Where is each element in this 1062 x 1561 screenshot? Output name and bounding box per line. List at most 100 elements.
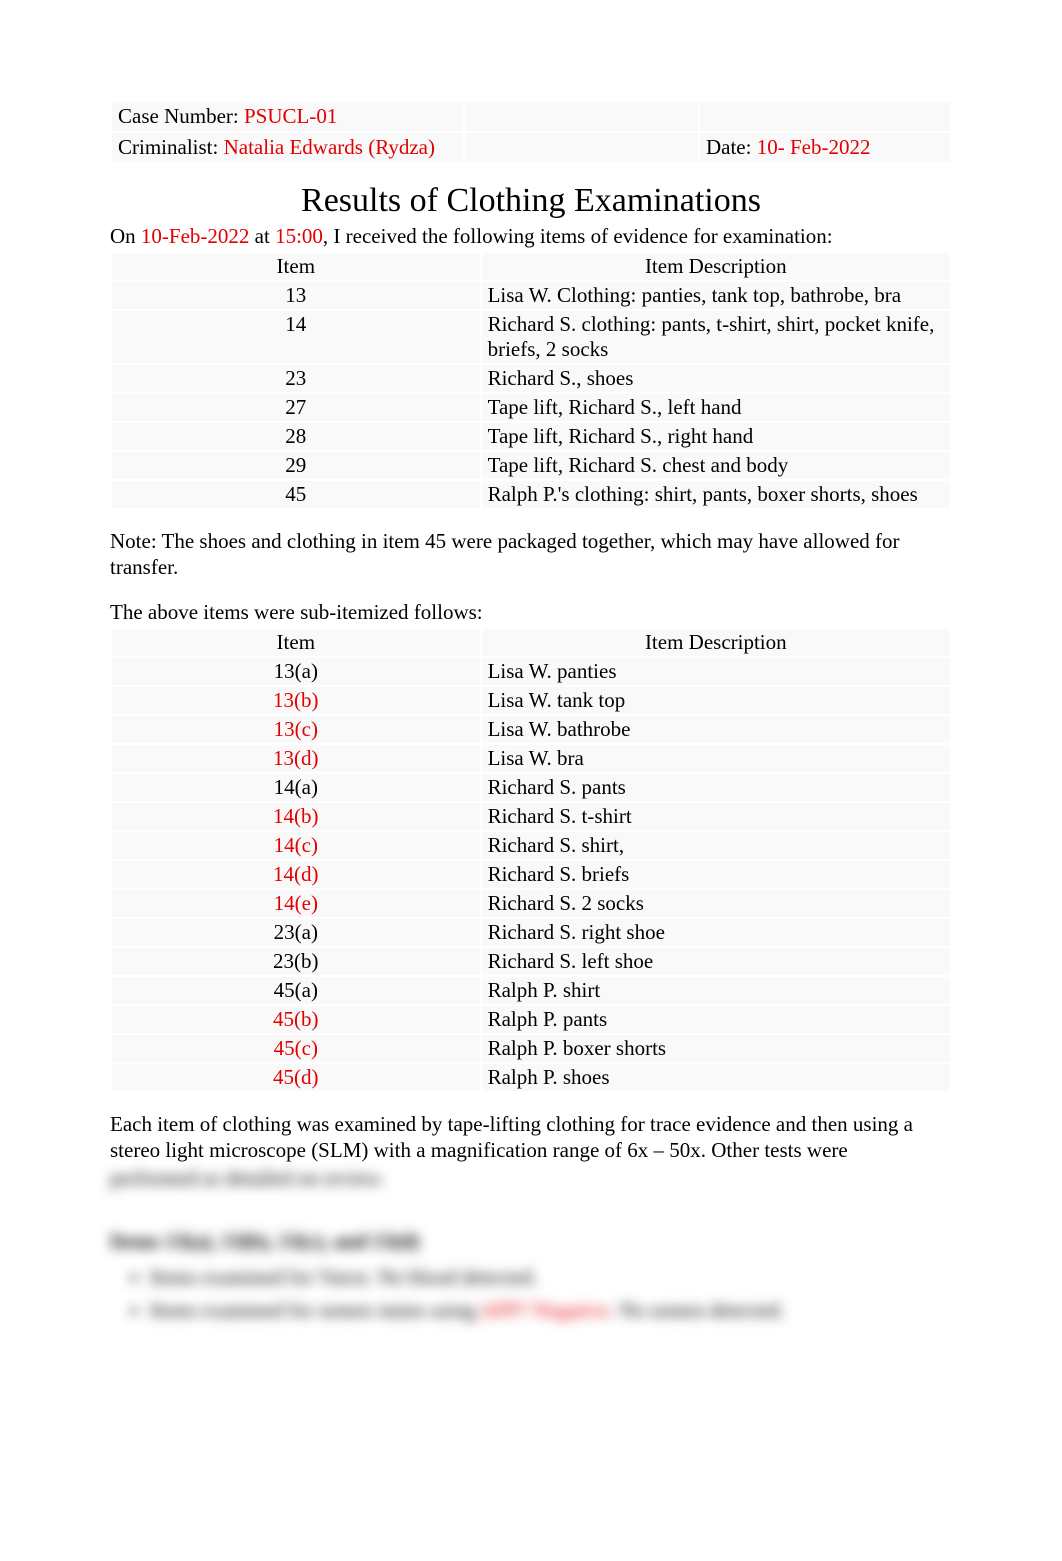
case-number-label: Case Number: bbox=[118, 104, 244, 128]
item-cell: 13 bbox=[111, 281, 481, 310]
desc-cell: Richard S., shoes bbox=[481, 364, 951, 393]
desc-cell: Ralph P.'s clothing: shirt, pants, boxer… bbox=[481, 480, 951, 509]
items-col-desc: Item Description bbox=[481, 252, 951, 281]
header-empty-cell-2 bbox=[699, 101, 951, 132]
desc-cell: Tape lift, Richard S. chest and body bbox=[481, 451, 951, 480]
table-row: 23(b)Richard S. left shoe bbox=[111, 947, 951, 976]
item-cell: 23(b) bbox=[111, 947, 481, 976]
table-row: 27Tape lift, Richard S., left hand bbox=[111, 393, 951, 422]
desc-cell: Richard S. pants bbox=[481, 773, 951, 802]
header-table: Case Number: PSUCL-01 Criminalist: Natal… bbox=[110, 100, 952, 164]
intro-time: 15:00 bbox=[275, 224, 323, 248]
header-empty-cell bbox=[464, 101, 699, 132]
intro-prefix: On bbox=[110, 224, 141, 248]
intro-line: On 10-Feb-2022 at 15:00, I received the … bbox=[110, 224, 952, 249]
desc-cell: Lisa W. panties bbox=[481, 657, 951, 686]
item-cell: 23(a) bbox=[111, 918, 481, 947]
table-row: 13(d)Lisa W. bra bbox=[111, 744, 951, 773]
item-cell: 14(e) bbox=[111, 889, 481, 918]
desc-cell: Ralph P. shoes bbox=[481, 1063, 951, 1092]
blurred-bullet-1: Items examined for %text. No blood detec… bbox=[150, 1262, 952, 1294]
table-row: 45(a)Ralph P. shirt bbox=[111, 976, 951, 1005]
table-row: 13(a)Lisa W. panties bbox=[111, 657, 951, 686]
blurred-preview: performed as detailed on review. Items 1… bbox=[110, 1163, 952, 1327]
item-cell: 14(d) bbox=[111, 860, 481, 889]
item-cell: 45 bbox=[111, 480, 481, 509]
desc-cell: Tape lift, Richard S., left hand bbox=[481, 393, 951, 422]
item-cell: 45(d) bbox=[111, 1063, 481, 1092]
note-paragraph: Note: The shoes and clothing in item 45 … bbox=[110, 528, 952, 581]
table-row: 14Richard S. clothing: pants, t-shirt, s… bbox=[111, 310, 951, 364]
blurred-line1: performed as detailed on review. bbox=[110, 1163, 952, 1195]
page-title: Results of Clothing Examinations bbox=[110, 182, 952, 220]
item-cell: 27 bbox=[111, 393, 481, 422]
date-value: 10- Feb-2022 bbox=[757, 135, 871, 159]
intro-date: 10-Feb-2022 bbox=[141, 224, 250, 248]
desc-cell: Lisa W. tank top bbox=[481, 686, 951, 715]
table-row: 13Lisa W. Clothing: panties, tank top, b… bbox=[111, 281, 951, 310]
item-cell: 13(b) bbox=[111, 686, 481, 715]
document-page: Case Number: PSUCL-01 Criminalist: Natal… bbox=[0, 0, 1062, 1369]
blurred-heading: Items 13(a), 13(b), 13(c), and 13(d) bbox=[110, 1226, 952, 1258]
subitems-col-item: Item bbox=[111, 628, 481, 657]
case-number-cell: Case Number: PSUCL-01 bbox=[111, 101, 464, 132]
subitem-intro: The above items were sub-itemized follow… bbox=[110, 599, 952, 625]
items-col-item: Item bbox=[111, 252, 481, 281]
subitems-col-desc: Item Description bbox=[481, 628, 951, 657]
item-cell: 13(c) bbox=[111, 715, 481, 744]
table-row: 45(c)Ralph P. boxer shorts bbox=[111, 1034, 951, 1063]
blurred-bullet-2-pre: Items examined for semen stains using bbox=[150, 1298, 480, 1322]
desc-cell: Richard S. shirt, bbox=[481, 831, 951, 860]
item-cell: 14(a) bbox=[111, 773, 481, 802]
desc-cell: Richard S. right shoe bbox=[481, 918, 951, 947]
table-row: 14(c)Richard S. shirt, bbox=[111, 831, 951, 860]
desc-cell: Richard S. t-shirt bbox=[481, 802, 951, 831]
table-row: 14(a)Richard S. pants bbox=[111, 773, 951, 802]
desc-cell: Richard S. left shoe bbox=[481, 947, 951, 976]
table-row: 23Richard S., shoes bbox=[111, 364, 951, 393]
desc-cell: Tape lift, Richard S., right hand bbox=[481, 422, 951, 451]
table-row: 28Tape lift, Richard S., right hand bbox=[111, 422, 951, 451]
item-cell: 23 bbox=[111, 364, 481, 393]
table-row: 45(b)Ralph P. pants bbox=[111, 1005, 951, 1034]
item-cell: 45(c) bbox=[111, 1034, 481, 1063]
case-number-value: PSUCL-01 bbox=[244, 104, 337, 128]
item-cell: 14(c) bbox=[111, 831, 481, 860]
intro-suffix: , I received the following items of evid… bbox=[323, 224, 833, 248]
table-row: 14(e)Richard S. 2 socks bbox=[111, 889, 951, 918]
table-row: 29Tape lift, Richard S. chest and body bbox=[111, 451, 951, 480]
item-cell: 29 bbox=[111, 451, 481, 480]
header-empty-cell-3 bbox=[464, 132, 699, 163]
desc-cell: Ralph P. pants bbox=[481, 1005, 951, 1034]
desc-cell: Richard S. briefs bbox=[481, 860, 951, 889]
item-cell: 14(b) bbox=[111, 802, 481, 831]
desc-cell: Lisa W. Clothing: panties, tank top, bat… bbox=[481, 281, 951, 310]
desc-cell: Lisa W. bra bbox=[481, 744, 951, 773]
desc-cell: Richard S. 2 socks bbox=[481, 889, 951, 918]
items-table: Item Item Description 13Lisa W. Clothing… bbox=[110, 251, 952, 510]
criminalist-cell: Criminalist: Natalia Edwards (Rydza) bbox=[111, 132, 464, 163]
desc-cell: Ralph P. shirt bbox=[481, 976, 951, 1005]
subitems-tbody: 13(a)Lisa W. panties13(b)Lisa W. tank to… bbox=[111, 657, 951, 1092]
desc-cell: Lisa W. bathrobe bbox=[481, 715, 951, 744]
date-label: Date: bbox=[706, 135, 757, 159]
intro-mid: at bbox=[249, 224, 275, 248]
table-row: 14(b)Richard S. t-shirt bbox=[111, 802, 951, 831]
table-row: 45(d)Ralph P. shoes bbox=[111, 1063, 951, 1092]
table-row: 23(a)Richard S. right shoe bbox=[111, 918, 951, 947]
desc-cell: Ralph P. boxer shorts bbox=[481, 1034, 951, 1063]
blurred-bullet-2: Items examined for semen stains using AP… bbox=[150, 1295, 952, 1327]
method-paragraph: Each item of clothing was examined by ta… bbox=[110, 1111, 952, 1164]
table-row: 14(d)Richard S. briefs bbox=[111, 860, 951, 889]
table-row: 13(b)Lisa W. tank top bbox=[111, 686, 951, 715]
criminalist-value: Natalia Edwards (Rydza) bbox=[224, 135, 435, 159]
blurred-bullet-2-red: APP? Negative bbox=[480, 1298, 609, 1322]
item-cell: 45(a) bbox=[111, 976, 481, 1005]
item-cell: 13(a) bbox=[111, 657, 481, 686]
item-cell: 13(d) bbox=[111, 744, 481, 773]
item-cell: 28 bbox=[111, 422, 481, 451]
item-cell: 14 bbox=[111, 310, 481, 364]
item-cell: 45(b) bbox=[111, 1005, 481, 1034]
desc-cell: Richard S. clothing: pants, t-shirt, shi… bbox=[481, 310, 951, 364]
date-cell: Date: 10- Feb-2022 bbox=[699, 132, 951, 163]
